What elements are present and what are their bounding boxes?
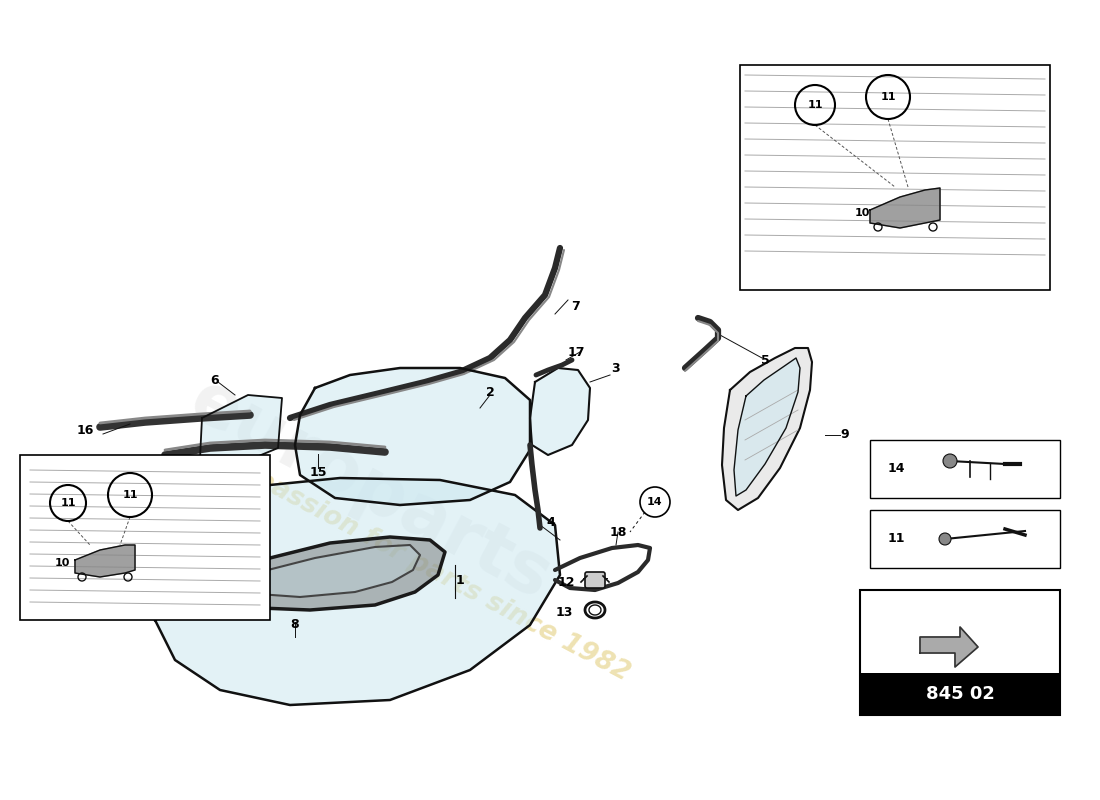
Circle shape (939, 533, 952, 545)
Text: 11: 11 (60, 498, 76, 508)
FancyBboxPatch shape (585, 572, 605, 588)
Polygon shape (920, 627, 978, 667)
FancyBboxPatch shape (870, 510, 1060, 568)
Text: 11: 11 (880, 92, 895, 102)
Text: 4: 4 (547, 517, 556, 530)
Polygon shape (220, 545, 420, 597)
Text: 16: 16 (76, 423, 94, 437)
Text: 1: 1 (455, 574, 464, 586)
FancyBboxPatch shape (860, 590, 1060, 715)
Text: 10: 10 (55, 558, 70, 568)
Text: 845 02: 845 02 (925, 685, 994, 703)
Text: 13: 13 (556, 606, 573, 618)
Text: europarts: europarts (177, 366, 562, 614)
Polygon shape (870, 188, 940, 228)
Text: 12: 12 (558, 575, 575, 589)
Text: 11: 11 (122, 490, 138, 500)
Polygon shape (734, 358, 800, 496)
Text: 9: 9 (840, 429, 849, 442)
Polygon shape (722, 348, 812, 510)
Text: 14: 14 (647, 497, 663, 507)
Polygon shape (200, 395, 282, 462)
Text: 11: 11 (807, 100, 823, 110)
Text: 15: 15 (309, 466, 327, 479)
Polygon shape (295, 368, 530, 505)
Text: a passion for parts since 1982: a passion for parts since 1982 (226, 454, 634, 686)
Polygon shape (530, 368, 590, 455)
Text: 17: 17 (568, 346, 585, 359)
Text: 14: 14 (888, 462, 905, 475)
FancyBboxPatch shape (870, 440, 1060, 498)
Text: 3: 3 (612, 362, 620, 374)
Text: 11: 11 (888, 533, 905, 546)
FancyBboxPatch shape (860, 673, 1060, 715)
Text: 2: 2 (485, 386, 494, 399)
Polygon shape (75, 545, 135, 577)
Polygon shape (195, 537, 446, 610)
Text: 10: 10 (855, 208, 870, 218)
Text: 5: 5 (760, 354, 769, 366)
Text: 7: 7 (571, 301, 580, 314)
Text: 8: 8 (290, 618, 299, 631)
FancyBboxPatch shape (740, 65, 1050, 290)
FancyBboxPatch shape (20, 455, 270, 620)
Text: 18: 18 (609, 526, 627, 539)
Text: 6: 6 (211, 374, 219, 386)
Polygon shape (150, 478, 560, 705)
Circle shape (943, 454, 957, 468)
